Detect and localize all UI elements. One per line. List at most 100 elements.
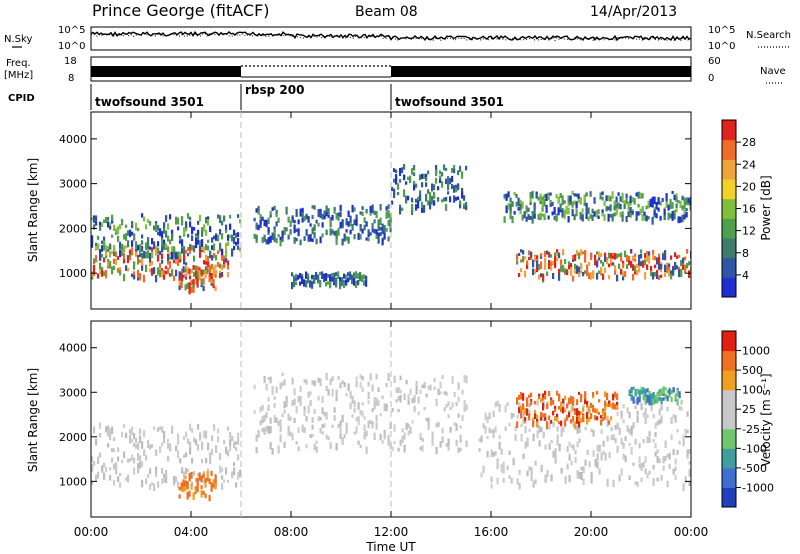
echo-cell-7 [655, 213, 658, 219]
echo-cell-2 [301, 424, 304, 433]
echo-cell-7 [681, 214, 684, 223]
echo-cell-4 [576, 416, 579, 424]
echo-cell-0 [169, 251, 172, 258]
echo-cell-3 [269, 211, 272, 215]
y-tick-label: 4000 [59, 342, 87, 355]
echo-cell-2 [305, 379, 308, 385]
echo-cell-3 [353, 219, 356, 225]
echo-cell-7 [667, 204, 670, 211]
echo-cell-3 [534, 460, 537, 466]
echo-cell-2 [399, 439, 402, 446]
echo-cell-3 [688, 449, 691, 454]
echo-cell-4 [335, 272, 338, 277]
echo-cell-4 [572, 399, 575, 407]
echo-cell-2 [207, 239, 210, 243]
echo-cell-6 [590, 272, 593, 280]
echo-cell-3 [642, 439, 645, 444]
echo-cell-3 [375, 234, 378, 239]
echo-cell-7 [607, 213, 610, 222]
echo-cell-6 [614, 265, 617, 271]
echo-cell-4 [560, 401, 563, 409]
echo-cell-3 [556, 434, 559, 441]
echo-cell-3 [542, 432, 545, 439]
echo-cell-0 [211, 448, 214, 456]
echo-cell-2 [141, 253, 144, 259]
echo-cell-3 [355, 214, 358, 221]
echo-cell-0 [199, 432, 202, 436]
colorbar-swatch [722, 257, 736, 278]
colorbar-tick-label: 8 [742, 247, 749, 260]
echo-cell-3 [622, 404, 625, 409]
echo-cell-3 [482, 465, 485, 473]
echo-cell-3 [287, 216, 290, 223]
echo-cell-7 [651, 196, 654, 203]
echo-cell-2 [103, 242, 106, 251]
echo-cell-2 [173, 246, 176, 252]
echo-cell-0 [183, 255, 186, 260]
colorbar-swatch [722, 159, 736, 180]
echo-cell-6 [608, 252, 611, 259]
echo-cell-3 [492, 410, 495, 418]
echo-cell-5 [433, 191, 436, 198]
echo-cell-3 [624, 436, 627, 441]
echo-cell-0 [209, 265, 212, 273]
echo-cell-3 [654, 442, 657, 449]
echo-cell-0 [139, 259, 142, 263]
echo-cell-2 [117, 226, 120, 235]
echo-cell-2 [361, 402, 364, 406]
echo-cell-7 [525, 205, 528, 212]
echo-cell-3 [662, 465, 665, 471]
echo-cell-0 [227, 272, 230, 278]
echo-cell-3 [544, 444, 547, 450]
echo-cell-3 [634, 399, 637, 404]
echo-cell-7 [541, 204, 544, 212]
echo-cell-7 [611, 191, 614, 199]
echo-cell-4 [347, 278, 350, 283]
echo-cell-6 [528, 256, 531, 261]
echo-cell-7 [543, 198, 546, 207]
echo-cell-7 [629, 207, 632, 213]
echo-cell-4 [530, 392, 533, 398]
echo-cell-6 [588, 261, 591, 266]
echo-cell-7 [687, 197, 690, 203]
echo-cell-3 [387, 236, 390, 242]
echo-cell-7 [621, 192, 624, 197]
echo-cell-2 [331, 388, 334, 397]
echo-cell-7 [623, 204, 626, 210]
echo-cell-7 [567, 216, 570, 223]
echo-cell-3 [319, 211, 322, 219]
echo-cell-5 [401, 167, 404, 174]
echo-cell-2 [377, 402, 380, 406]
y-tick-label: 1000 [59, 267, 87, 280]
echo-cell-3 [678, 440, 681, 445]
echo-cell-2 [321, 396, 324, 403]
echo-cell-3 [686, 449, 689, 457]
echo-cell-0 [149, 268, 152, 273]
echo-cell-0 [181, 274, 184, 281]
echo-cell-6 [654, 271, 657, 277]
echo-cell-2 [425, 393, 428, 398]
echo-cell-1 [202, 490, 205, 495]
echo-cell-6 [550, 262, 553, 266]
echo-cell-2 [433, 386, 436, 390]
echo-cell-3 [656, 456, 659, 464]
echo-cell-2 [213, 235, 216, 240]
echo-cell-3 [293, 229, 296, 234]
echo-cell-2 [137, 244, 140, 251]
echo-cell-2 [403, 444, 406, 453]
echo-cell-7 [539, 193, 542, 201]
echo-cell-4 [542, 402, 545, 411]
echo-cell-2 [457, 382, 460, 390]
echo-cell-3 [640, 477, 643, 483]
echo-cell-3 [257, 211, 260, 215]
echo-cell-7 [605, 195, 608, 202]
echo-cell-3 [337, 213, 340, 221]
echo-cell-2 [339, 420, 342, 427]
echo-cell-3 [566, 445, 569, 452]
echo-cell-2 [359, 374, 362, 379]
echo-cell-0 [175, 260, 178, 264]
echo-cell-2 [219, 242, 222, 250]
echo-cell-0 [207, 468, 210, 473]
echo-cell-5 [421, 182, 424, 188]
colorbar-swatch [722, 331, 736, 352]
